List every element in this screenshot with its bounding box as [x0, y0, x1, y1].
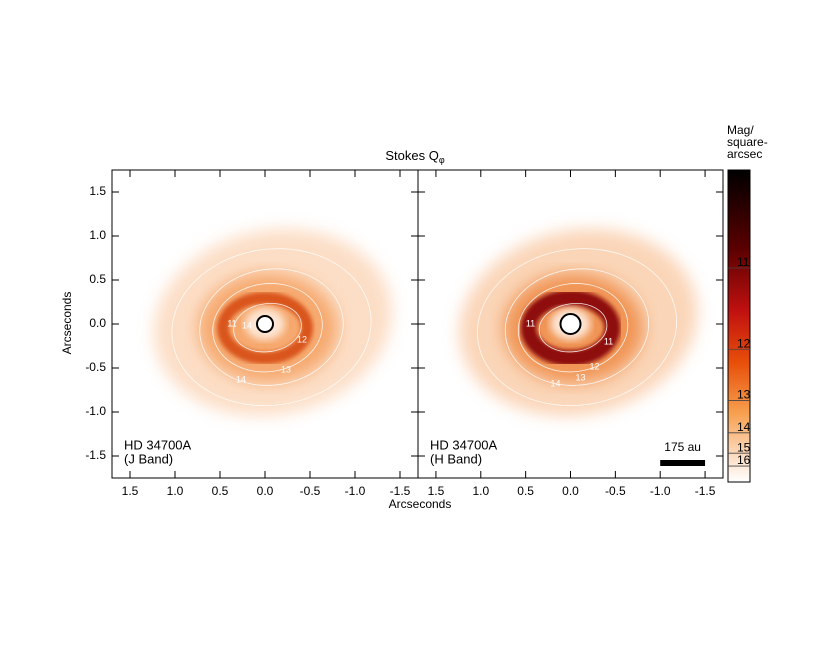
x-tick-label: 1.0 — [472, 484, 489, 498]
panel-annotation: (H Band) — [430, 451, 482, 466]
colorbar-title: square- — [727, 135, 768, 149]
y-tick-label: -1.0 — [85, 404, 106, 418]
scalebar — [660, 460, 706, 466]
colorbar-tick-label: 13 — [737, 388, 751, 402]
contour — [171, 248, 372, 407]
ring — [520, 290, 621, 366]
x-tick-label: -1.0 — [345, 484, 366, 498]
contour — [476, 248, 678, 407]
star-marker — [559, 313, 582, 335]
colorbar-tick-label: 16 — [737, 453, 751, 467]
contour — [212, 283, 323, 373]
y-tick-label: 0.5 — [89, 272, 106, 286]
x-tick-label: -0.5 — [300, 484, 321, 498]
colorbar-title: Mag/ — [727, 123, 754, 137]
scalebar-label: 175 au — [664, 440, 701, 454]
contour-label: 11 — [526, 318, 535, 328]
contour — [199, 268, 344, 386]
contour-label: 11 — [604, 336, 613, 346]
x-tick-label: -1.5 — [695, 484, 716, 498]
colorbar — [727, 169, 751, 483]
contour-label: 12 — [297, 334, 307, 344]
x-tick-label: 1.0 — [167, 484, 184, 498]
title: Stokes Qφ — [385, 148, 444, 165]
x-tick-label: 1.5 — [428, 484, 445, 498]
contour-label: 14 — [236, 374, 246, 384]
x-axis-label: Arcseconds — [389, 497, 452, 511]
panel-annotation: (J Band) — [124, 451, 173, 466]
x-tick-label: -0.5 — [605, 484, 626, 498]
colorbar-tick-label: 15 — [737, 440, 751, 454]
colorbar-tick-label: 11 — [737, 255, 750, 269]
x-tick-label: 0.0 — [562, 484, 579, 498]
contour-label: 12 — [589, 361, 599, 371]
x-tick-label: 1.5 — [122, 484, 139, 498]
image: 11 11 12 13 14 — [418, 170, 723, 478]
contour-label: 14 — [550, 378, 560, 388]
contour-label: 14 — [242, 320, 252, 330]
contour — [504, 268, 650, 386]
x-tick-label: -1.0 — [650, 484, 671, 498]
title-text: Stokes Q — [385, 148, 438, 163]
image: 11 14 12 13 14 — [112, 170, 418, 478]
contour — [538, 303, 608, 353]
y-tick-label: -1.5 — [85, 448, 106, 462]
x-tick-label: -1.5 — [390, 484, 411, 498]
contour-label: 13 — [281, 364, 291, 374]
x-tick-label: 0.5 — [517, 484, 534, 498]
y-tick-label: 1.5 — [89, 184, 106, 198]
y-tick-label: 0.0 — [89, 316, 106, 330]
panel-annotation: HD 34700A — [430, 437, 498, 452]
panel-annotation: HD 34700A — [124, 437, 192, 452]
star-marker — [256, 315, 274, 333]
y-tick-label: -0.5 — [85, 360, 106, 374]
x-tick-label: 0.5 — [212, 484, 229, 498]
contour — [517, 283, 629, 373]
x-tick-label: 0.0 — [257, 484, 274, 498]
colorbar-title: arcsec — [727, 147, 762, 161]
contour-label: 13 — [575, 372, 585, 382]
title-subscript: φ — [439, 155, 445, 165]
colorbar-tick-label: 14 — [737, 420, 751, 434]
y-axis-label: Arcseconds — [60, 292, 74, 355]
y-tick-label: 1.0 — [89, 228, 106, 242]
colorbar-tick-label: 12 — [737, 336, 751, 350]
ring — [217, 292, 313, 364]
contour — [233, 303, 302, 353]
contour-label: 11 — [227, 318, 236, 328]
